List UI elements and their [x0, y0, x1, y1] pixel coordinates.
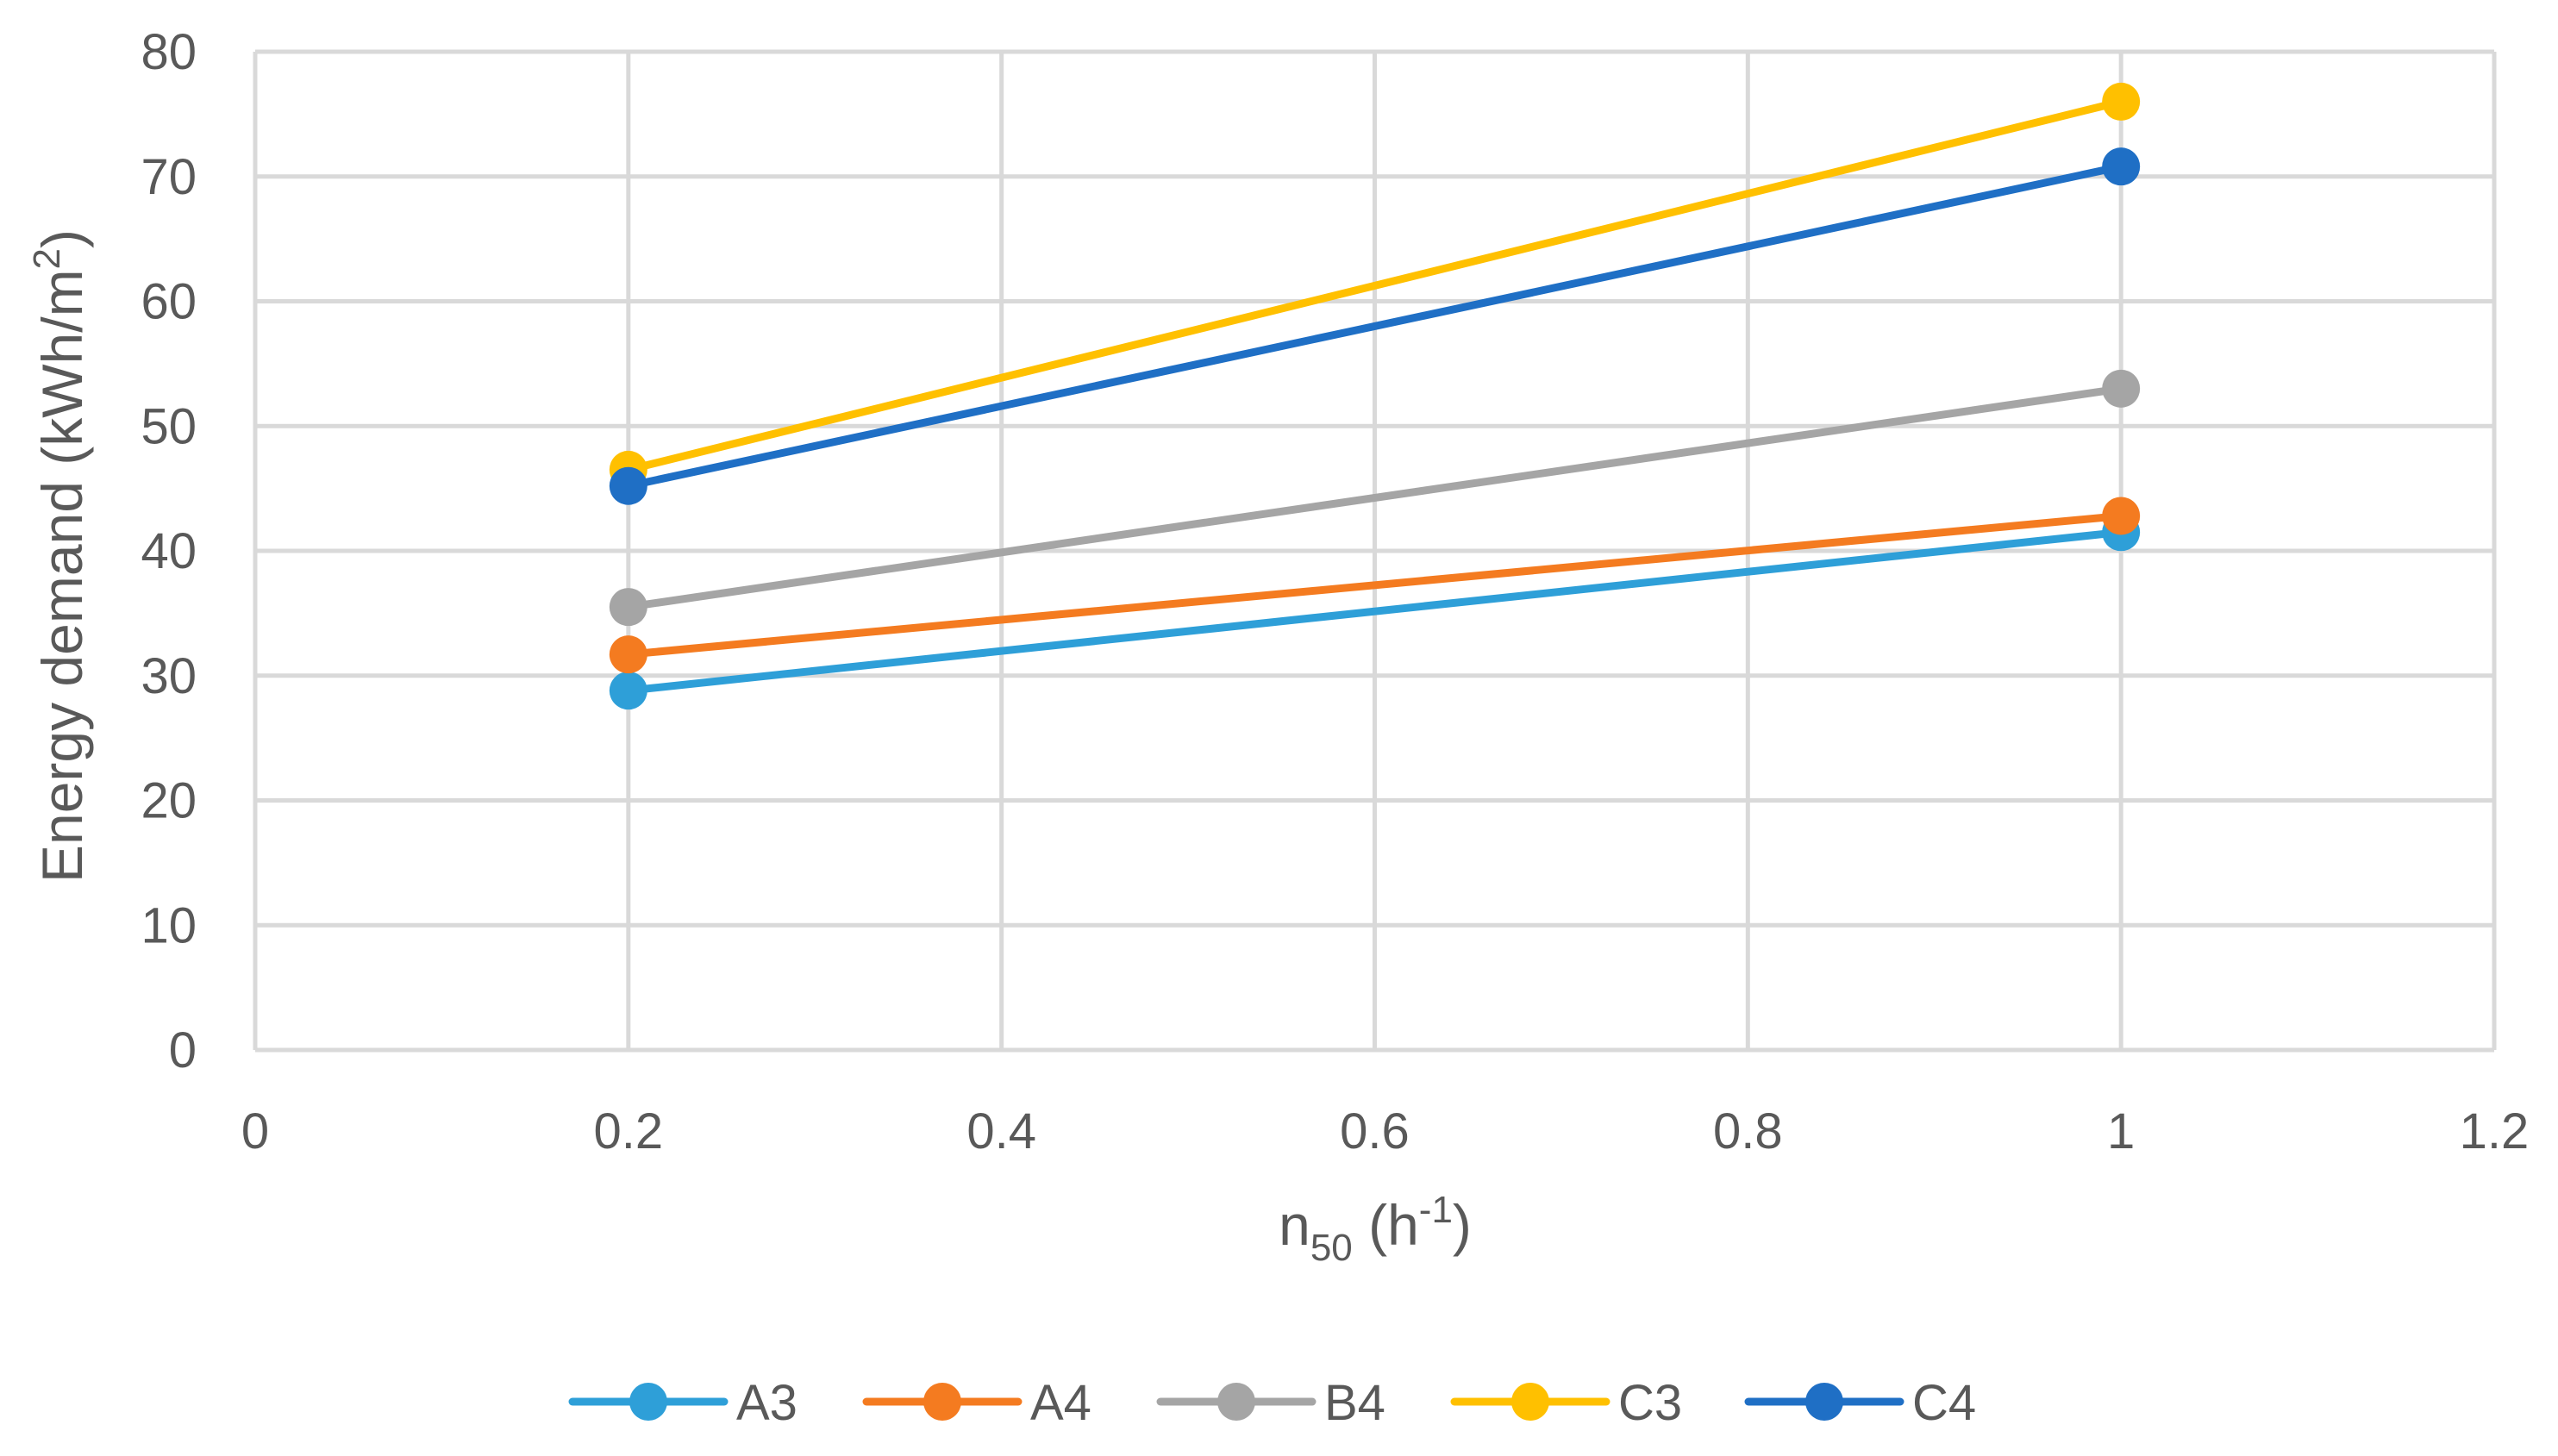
y-tick-label: 80 [141, 24, 197, 80]
series-line-A4 [624, 511, 2125, 659]
legend-item-B4: B4 [1156, 1375, 1385, 1431]
legend-item-C4: C4 [1744, 1375, 1976, 1431]
data-point-A4 [2102, 497, 2141, 535]
series-A4 [609, 497, 2141, 674]
x-axis-title: n50 (h-1) [1279, 1189, 1472, 1269]
y-tick-label: 0 [169, 1022, 197, 1078]
x-axis-title-sub: 50 [1310, 1227, 1353, 1269]
y-axis-title: Energy demand (kWh/m2) [26, 229, 94, 883]
x-tick-label: 0.4 [966, 1103, 1036, 1159]
legend-label-C3: C3 [1618, 1375, 1682, 1431]
legend-marker-C4 [1805, 1383, 1843, 1421]
legend-label-A4: A4 [1030, 1375, 1091, 1431]
y-tick-label: 40 [141, 523, 197, 579]
legend-label-C4: C4 [1912, 1375, 1976, 1431]
x-tick-label: 1.2 [2460, 1103, 2530, 1159]
series-line-C4 [624, 162, 2125, 491]
x-tick-label: 0 [241, 1103, 269, 1159]
y-tick-label: 60 [141, 274, 197, 330]
series-line-C3 [624, 97, 2125, 474]
y-tick-labels: 0 10 20 30 40 50 60 70 80 [141, 24, 197, 1078]
y-axis-title-main: Energy demand (kWh/m [30, 269, 94, 883]
legend-marker-C3 [1511, 1383, 1549, 1421]
legend-label-A3: A3 [736, 1375, 797, 1431]
data-point-A3 [609, 672, 647, 710]
legend-marker-A4 [923, 1383, 961, 1421]
y-tick-label: 70 [141, 149, 197, 205]
x-tick-label: 1 [2107, 1103, 2135, 1159]
series-B4 [609, 369, 2141, 627]
x-axis-title-main: n [1279, 1193, 1310, 1257]
series-C4 [609, 147, 2141, 505]
legend-marker-B4 [1217, 1383, 1255, 1421]
data-point-B4 [2102, 369, 2141, 408]
x-tick-label: 0.8 [1713, 1103, 1783, 1159]
y-axis-title-close: ) [30, 229, 94, 248]
legend-label-B4: B4 [1324, 1375, 1385, 1431]
x-axis-title-open: (h [1353, 1193, 1419, 1257]
data-point-C3 [2102, 82, 2141, 121]
x-axis-title-close: ) [1453, 1193, 1472, 1257]
legend: A3 A4 B4 C3 C4 [568, 1375, 1976, 1431]
series-lines [609, 82, 2141, 710]
y-tick-label: 10 [141, 897, 197, 953]
y-tick-label: 50 [141, 398, 197, 454]
legend-item-C3: C3 [1450, 1375, 1682, 1431]
legend-item-A3: A3 [568, 1375, 797, 1431]
data-point-A4 [609, 635, 647, 674]
x-axis-title-sup: -1 [1419, 1189, 1453, 1231]
data-point-C4 [2102, 147, 2141, 186]
data-point-C4 [609, 466, 647, 505]
y-axis-title-sup: 2 [26, 248, 68, 269]
grid-lines [253, 49, 2497, 1050]
series-line-A3 [624, 528, 2125, 695]
legend-marker-A3 [629, 1383, 667, 1421]
x-tick-label: 0.6 [1340, 1103, 1410, 1159]
x-tick-label: 0.2 [594, 1103, 664, 1159]
y-tick-label: 20 [141, 773, 197, 829]
y-tick-label: 30 [141, 648, 197, 704]
x-tick-labels: 0 0.2 0.4 0.6 0.8 1 1.2 [241, 1103, 2529, 1159]
data-point-B4 [609, 588, 647, 627]
series-line-B4 [624, 384, 2125, 611]
legend-item-A4: A4 [862, 1375, 1091, 1431]
